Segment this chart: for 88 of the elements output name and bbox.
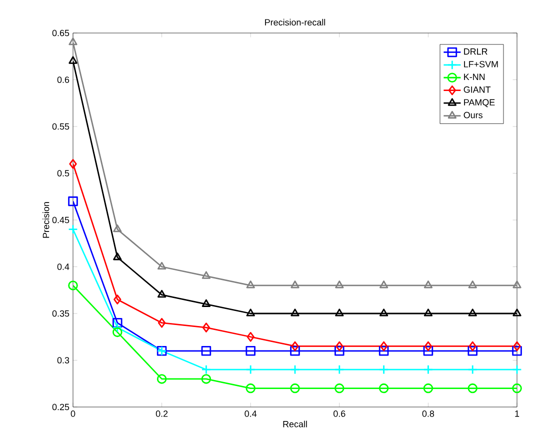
point bbox=[379, 280, 388, 288]
point bbox=[246, 364, 256, 374]
point bbox=[378, 364, 389, 374]
point bbox=[378, 346, 389, 356]
point bbox=[336, 341, 344, 352]
point bbox=[201, 374, 212, 384]
legend-label: Ours bbox=[464, 112, 482, 118]
point bbox=[512, 308, 522, 316]
legend-label: DRLR bbox=[464, 48, 488, 55]
x-tick-label: 0.4 bbox=[244, 410, 257, 417]
point bbox=[468, 364, 478, 374]
point bbox=[113, 224, 122, 232]
point bbox=[114, 294, 122, 304]
x-tick-label: 0.2 bbox=[156, 410, 168, 417]
x-tick-label: 0 bbox=[70, 410, 76, 417]
point bbox=[334, 364, 344, 374]
point bbox=[468, 308, 477, 316]
point bbox=[512, 280, 522, 288]
point bbox=[513, 341, 521, 352]
point bbox=[112, 327, 122, 338]
point bbox=[202, 271, 211, 279]
point bbox=[423, 383, 434, 394]
point bbox=[68, 196, 78, 206]
point bbox=[334, 346, 344, 356]
point bbox=[246, 308, 255, 316]
point bbox=[512, 383, 522, 394]
point bbox=[112, 322, 122, 332]
y-tick-label: 0.45 bbox=[52, 216, 70, 224]
y-tick-label: 0.35 bbox=[52, 310, 70, 317]
point bbox=[468, 383, 478, 394]
point bbox=[335, 308, 344, 316]
y-tick-label: 0.25 bbox=[52, 404, 70, 410]
point bbox=[290, 346, 300, 356]
y-tick-label: 0.3 bbox=[57, 357, 70, 364]
point bbox=[68, 224, 78, 234]
point bbox=[157, 290, 166, 298]
point bbox=[68, 37, 78, 46]
legend-label: GIANT bbox=[464, 86, 491, 93]
point bbox=[158, 318, 166, 328]
point bbox=[512, 364, 522, 374]
legend-label: K-NN bbox=[464, 74, 485, 80]
chart-title: Precision-recall bbox=[265, 18, 326, 26]
point bbox=[512, 346, 522, 356]
point bbox=[246, 383, 256, 394]
point bbox=[246, 346, 256, 356]
y-tick-label: 0.5 bbox=[57, 170, 70, 176]
point bbox=[202, 299, 211, 307]
point bbox=[290, 383, 300, 394]
y-tick-label: 0.6 bbox=[57, 76, 70, 83]
point bbox=[290, 364, 300, 374]
point bbox=[423, 346, 434, 356]
point bbox=[334, 383, 344, 394]
point bbox=[424, 280, 433, 288]
x-tick-label: 1 bbox=[515, 410, 520, 417]
point bbox=[423, 364, 434, 374]
y-tick-label: 0.4 bbox=[57, 264, 70, 270]
point bbox=[201, 364, 212, 374]
point bbox=[202, 322, 210, 332]
point bbox=[246, 332, 254, 342]
point bbox=[290, 308, 300, 316]
point bbox=[68, 56, 78, 64]
point bbox=[113, 252, 122, 260]
y-tick-label: 0.55 bbox=[52, 123, 70, 130]
point bbox=[290, 280, 300, 288]
point bbox=[112, 318, 122, 328]
point bbox=[378, 383, 389, 394]
point bbox=[379, 308, 388, 316]
point bbox=[291, 341, 299, 352]
legend-label: LF+SVM bbox=[464, 61, 498, 68]
point bbox=[68, 280, 78, 290]
point bbox=[246, 280, 255, 288]
legend-label: PAMQE bbox=[464, 99, 495, 108]
point bbox=[201, 346, 212, 356]
point bbox=[335, 280, 344, 288]
point bbox=[157, 262, 166, 270]
point bbox=[424, 308, 433, 316]
y-axis-title: Precision bbox=[42, 202, 50, 238]
y-tick-label: 0.65 bbox=[52, 30, 70, 36]
x-tick-label: 0.8 bbox=[422, 410, 434, 417]
point bbox=[156, 374, 167, 384]
x-axis-title: Recall bbox=[283, 420, 307, 428]
point bbox=[468, 346, 478, 356]
point bbox=[69, 159, 77, 169]
point bbox=[468, 341, 476, 352]
point bbox=[468, 280, 477, 288]
point bbox=[424, 341, 432, 352]
x-tick-label: 0.6 bbox=[334, 410, 346, 417]
point bbox=[380, 341, 388, 352]
